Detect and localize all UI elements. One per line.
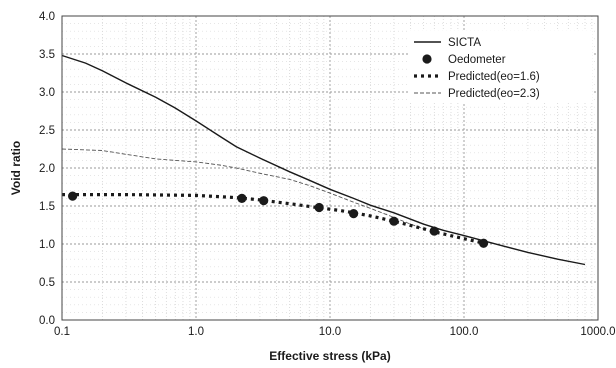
oedometer-point — [389, 216, 399, 226]
y-tick-label: 1.5 — [39, 201, 55, 213]
grid-lines — [61, 15, 598, 321]
x-tick-label: 1000.0 — [580, 326, 615, 338]
y-tick-label: 3.0 — [39, 87, 55, 99]
x-tick-label: 100.0 — [450, 326, 479, 338]
y-tick-label: 2.0 — [39, 163, 55, 175]
x-axis-label: Effective stress (kPa) — [269, 349, 390, 363]
y-tick-label: 3.5 — [39, 49, 55, 61]
legend-marker — [422, 54, 432, 64]
x-tick-label: 0.1 — [54, 326, 70, 338]
legend-label: SICTA — [448, 37, 481, 49]
oedometer-point — [348, 209, 359, 219]
x-tick-label: 1.0 — [188, 326, 204, 338]
legend-label: Predicted(eo=2.3) — [448, 88, 540, 100]
oedometer-point — [478, 238, 489, 248]
oedometer-point — [259, 196, 269, 206]
oedometer-point — [68, 191, 78, 201]
oedometer-point — [237, 193, 247, 203]
y-tick-label: 0.0 — [39, 315, 55, 327]
legend: SICTA Oedometer Predicted(eo=1.6) Predicted… — [410, 31, 592, 103]
y-tick-label: 4.0 — [39, 11, 55, 23]
series-line-sicta — [61, 54, 586, 266]
y-tick-label: 2.5 — [39, 125, 55, 137]
x-tick-label: 10.0 — [319, 326, 341, 338]
plot-area-frame — [61, 15, 599, 321]
y-axis-label: Void ratio — [9, 141, 23, 195]
oedometer-point — [429, 226, 439, 236]
legend-box — [410, 31, 592, 103]
oedometer-point — [314, 202, 324, 213]
y-tick-label: 1.0 — [39, 239, 55, 251]
legend-label: Oedometer — [448, 54, 506, 66]
x-tick-labels: 0.1 1.0 10.0 100.0 1000.0 — [54, 326, 616, 338]
y-tick-labels: 0.0 0.5 1.0 1.5 2.0 2.5 3.0 3.5 4.0 — [39, 11, 55, 327]
legend-label: Predicted(eo=1.6) — [448, 71, 540, 83]
series-line-predicted-eo-2-3- — [61, 148, 424, 230]
series-layer — [61, 54, 586, 266]
y-tick-label: 0.5 — [39, 277, 55, 289]
